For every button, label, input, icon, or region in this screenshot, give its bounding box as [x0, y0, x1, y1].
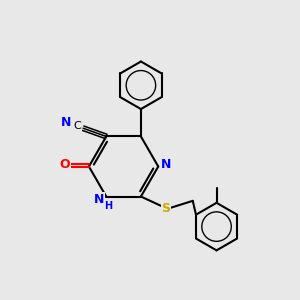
Text: N: N	[61, 116, 71, 129]
Text: S: S	[161, 202, 170, 214]
Text: H: H	[104, 201, 112, 212]
Text: C: C	[73, 121, 81, 131]
Text: N: N	[161, 158, 172, 171]
Text: O: O	[59, 158, 70, 171]
Text: N: N	[94, 193, 104, 206]
